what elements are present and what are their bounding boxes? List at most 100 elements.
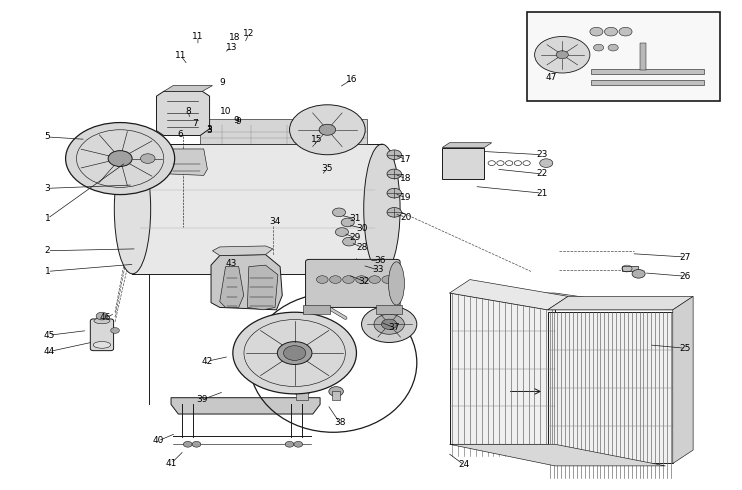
Circle shape xyxy=(140,154,155,163)
Circle shape xyxy=(343,276,354,283)
Circle shape xyxy=(96,312,108,320)
Text: 30: 30 xyxy=(356,224,368,233)
Text: 36: 36 xyxy=(374,256,386,265)
Circle shape xyxy=(294,441,303,447)
Text: 3: 3 xyxy=(45,184,50,193)
Text: 18: 18 xyxy=(400,174,412,183)
Bar xyxy=(303,305,329,314)
FancyBboxPatch shape xyxy=(91,319,114,351)
Text: 9: 9 xyxy=(219,78,225,87)
Text: 38: 38 xyxy=(334,418,346,427)
Text: 10: 10 xyxy=(220,107,232,116)
Circle shape xyxy=(387,150,401,160)
Circle shape xyxy=(590,27,603,36)
Circle shape xyxy=(306,338,323,349)
Polygon shape xyxy=(220,267,243,307)
Text: 9: 9 xyxy=(236,117,242,125)
Circle shape xyxy=(289,105,365,155)
Ellipse shape xyxy=(114,144,151,274)
Circle shape xyxy=(183,441,192,447)
Text: 22: 22 xyxy=(536,170,548,178)
Text: 18: 18 xyxy=(229,33,240,42)
Circle shape xyxy=(285,441,294,447)
Circle shape xyxy=(619,27,632,36)
FancyBboxPatch shape xyxy=(306,259,400,307)
Polygon shape xyxy=(171,398,320,414)
Text: 6: 6 xyxy=(177,130,183,139)
Circle shape xyxy=(332,208,346,217)
Text: 21: 21 xyxy=(536,189,548,197)
Text: 5: 5 xyxy=(45,132,50,142)
Text: 27: 27 xyxy=(680,252,691,262)
Circle shape xyxy=(192,441,201,447)
Circle shape xyxy=(111,328,119,333)
Text: 15: 15 xyxy=(311,135,322,144)
Circle shape xyxy=(374,314,404,334)
Text: 7: 7 xyxy=(192,120,198,128)
Circle shape xyxy=(65,122,174,195)
Text: 34: 34 xyxy=(269,218,280,226)
Text: 17: 17 xyxy=(400,155,412,164)
Text: 37: 37 xyxy=(389,323,400,332)
Text: 45: 45 xyxy=(43,331,55,340)
Text: 47: 47 xyxy=(545,74,557,82)
Bar xyxy=(296,392,308,400)
Circle shape xyxy=(317,276,328,283)
Polygon shape xyxy=(548,296,693,310)
Text: 41: 41 xyxy=(165,459,177,468)
Circle shape xyxy=(387,188,401,198)
Text: 1: 1 xyxy=(45,267,50,276)
Text: 2: 2 xyxy=(45,246,50,255)
Polygon shape xyxy=(450,293,673,310)
Circle shape xyxy=(594,44,604,51)
Circle shape xyxy=(632,270,645,278)
Text: 1: 1 xyxy=(45,214,50,223)
Text: 24: 24 xyxy=(459,461,470,469)
Bar xyxy=(376,305,402,314)
Text: 31: 31 xyxy=(349,214,361,223)
Text: 16: 16 xyxy=(347,75,358,84)
Circle shape xyxy=(343,237,355,246)
Circle shape xyxy=(278,342,312,365)
Bar xyxy=(640,44,646,70)
Polygon shape xyxy=(211,255,282,310)
Bar xyxy=(622,266,638,271)
Circle shape xyxy=(369,276,381,283)
Circle shape xyxy=(605,27,617,36)
Text: 32: 32 xyxy=(358,276,370,286)
Polygon shape xyxy=(247,265,278,310)
Circle shape xyxy=(608,44,618,51)
Circle shape xyxy=(319,124,335,135)
Circle shape xyxy=(381,319,397,329)
Circle shape xyxy=(387,169,401,179)
Text: 35: 35 xyxy=(321,164,333,172)
Ellipse shape xyxy=(94,318,110,324)
Circle shape xyxy=(233,312,356,394)
Bar xyxy=(332,391,341,400)
Text: 44: 44 xyxy=(43,347,54,356)
Polygon shape xyxy=(442,143,492,147)
Bar xyxy=(450,293,555,444)
Bar xyxy=(591,70,704,74)
Bar xyxy=(200,119,367,144)
Text: 43: 43 xyxy=(226,259,237,268)
Polygon shape xyxy=(164,86,212,91)
Text: 26: 26 xyxy=(680,272,691,281)
Polygon shape xyxy=(157,91,209,136)
Circle shape xyxy=(293,384,311,396)
Circle shape xyxy=(556,51,568,59)
Text: 11: 11 xyxy=(174,51,186,60)
Text: 8: 8 xyxy=(185,107,191,116)
Circle shape xyxy=(341,218,354,227)
Text: 39: 39 xyxy=(197,395,208,404)
Circle shape xyxy=(108,150,132,167)
Text: 33: 33 xyxy=(372,266,384,274)
Text: 19: 19 xyxy=(400,194,412,202)
Text: 40: 40 xyxy=(152,437,164,445)
Polygon shape xyxy=(450,280,568,310)
Circle shape xyxy=(335,228,349,236)
Circle shape xyxy=(329,276,341,283)
Text: 42: 42 xyxy=(202,357,213,366)
Text: 46: 46 xyxy=(100,314,111,322)
Polygon shape xyxy=(212,246,273,256)
